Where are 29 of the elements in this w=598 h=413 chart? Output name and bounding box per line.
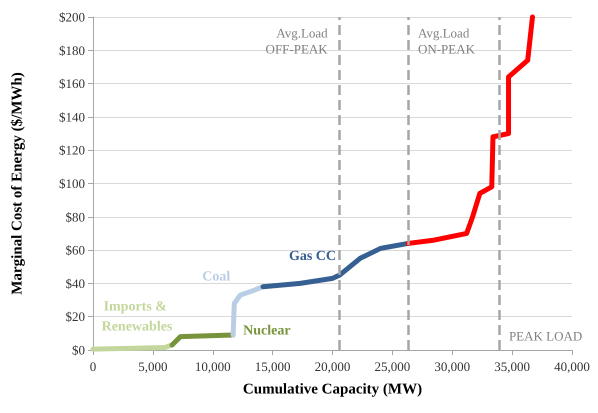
x-tick-label: 0 — [90, 359, 96, 374]
y-tick-label: $60 — [66, 242, 85, 258]
x-tick-label: 15,000 — [254, 359, 290, 374]
x-tick-label: 40,000 — [554, 359, 590, 374]
ref-line-label: Avg.Load OFF-PEAK — [266, 26, 328, 56]
y-axis-title: Marginal Cost of Energy ($/MWh) — [10, 72, 26, 295]
series-label: Nuclear — [243, 324, 291, 339]
ref-line-label: PEAK LOAD — [508, 328, 582, 344]
y-tick-label: $120 — [59, 142, 85, 158]
y-tick-label: $100 — [59, 176, 85, 191]
x-tick-label: 5,000 — [138, 359, 168, 374]
x-tick-label: 20,000 — [314, 359, 350, 374]
x-tick-label: 35,000 — [494, 359, 530, 374]
series-label: Imports & Renewables — [102, 300, 173, 335]
y-tick-label: $80 — [66, 209, 85, 224]
y-tick-label: $40 — [66, 276, 85, 291]
x-axis-title: Cumulative Capacity (MW) — [242, 382, 422, 398]
y-tick-label: $20 — [66, 309, 85, 324]
x-tick-label: 25,000 — [374, 359, 410, 374]
y-tick-label: $180 — [59, 42, 85, 58]
y-tick-label: $140 — [59, 109, 85, 124]
x-tick-label: 30,000 — [434, 359, 470, 374]
y-tick-label: $0 — [72, 342, 85, 358]
series-label: Gas CC — [288, 248, 336, 264]
series-label: Coal — [202, 270, 230, 285]
ref-line-label: Avg.Load ON-PEAK — [418, 26, 476, 56]
y-tick-label: $200 — [59, 10, 85, 24]
x-tick-label: 10,000 — [194, 359, 231, 374]
y-tick-label: $160 — [59, 76, 85, 92]
